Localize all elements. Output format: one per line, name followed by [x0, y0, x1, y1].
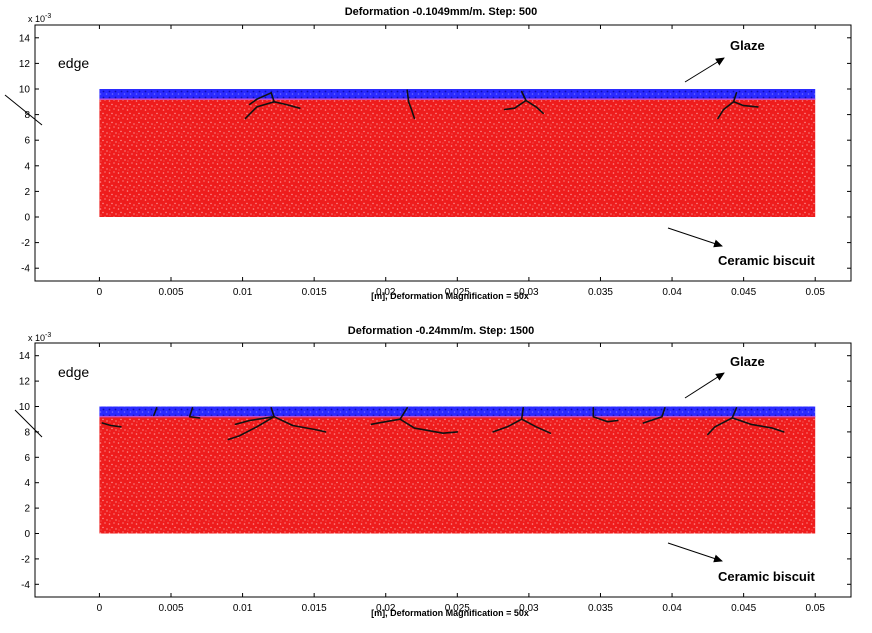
y-tick-label: 8 — [24, 110, 30, 121]
crack — [406, 89, 416, 120]
panel-2-plot-area: 0 0.005 0.01 0.015 0.02 0.025 0.03 0.035 0.04 0.0… — [19, 343, 851, 614]
y-tick-label: 10 — [19, 85, 31, 96]
crack — [273, 101, 301, 109]
crack — [244, 92, 275, 120]
x-tick-label: 0.02 — [376, 287, 396, 298]
panel-2-glaze-arrow — [684, 372, 725, 399]
x-tick-label: 0.01 — [233, 603, 253, 614]
panel-2-biscuit-label: Ceramic biscuit — [718, 569, 815, 584]
y-tick-label: 12 — [19, 59, 31, 70]
crack — [520, 418, 552, 435]
panel-1-edge-label: edge — [58, 55, 89, 71]
crack — [227, 406, 275, 441]
panel-1-biscuit-arrow — [667, 227, 723, 248]
crack — [248, 92, 273, 106]
x-tick-label: 0.04 — [662, 603, 682, 614]
crack — [101, 422, 122, 428]
panel-2-title: Deformation -0.24mm/m. Step: 1500 — [348, 325, 534, 337]
x-tick-label: 0.015 — [302, 287, 327, 298]
crack — [706, 406, 738, 436]
x-tick-label: 0.015 — [302, 603, 327, 614]
panel-2-biscuit-arrow — [667, 542, 723, 563]
x-tick-label: 0.02 — [376, 603, 396, 614]
y-tick-label: 4 — [24, 161, 30, 172]
panel-1-y-exponent: x 10-3 — [28, 13, 51, 24]
crack — [399, 418, 459, 435]
panel-1: Deformation -0.1049mm/m. Step: 500 x 10-… — [4, 6, 852, 301]
crack — [642, 406, 666, 424]
panel-2-y-exponent: x 10-3 — [28, 332, 51, 343]
glaze-layer — [99, 406, 816, 417]
crack — [188, 406, 201, 419]
x-tick-label: 0.01 — [233, 287, 253, 298]
y-tick-label: 6 — [24, 453, 30, 464]
x-tick-label: 0.04 — [662, 287, 682, 298]
panel-1-biscuit-label: Ceramic biscuit — [718, 253, 815, 268]
panel-1-glaze-label: Glaze — [730, 38, 765, 53]
x-tick-label: 0.035 — [588, 287, 613, 298]
x-tick-label: 0.03 — [519, 603, 539, 614]
x-tick-label: 0.05 — [805, 287, 825, 298]
panel-1-x-axis-label: [m], Deformation Magnification = 50x — [371, 291, 529, 301]
x-tick-label: 0.03 — [519, 287, 539, 298]
panel-2-edge-marker — [14, 409, 43, 438]
crack — [370, 406, 409, 426]
panel-1-axes-box — [34, 24, 852, 282]
panel-2-axes-box — [34, 342, 852, 598]
y-tick-label: 14 — [19, 351, 31, 362]
y-tick-label: 14 — [19, 33, 31, 44]
panel-2-x-axis-label: [m], Deformation Magnification = 50x — [371, 608, 529, 618]
y-tick-label: 0 — [24, 529, 30, 540]
y-tick-label: 6 — [24, 136, 30, 147]
y-tick-label: 8 — [24, 427, 30, 438]
biscuit-region — [99, 416, 816, 534]
crack — [503, 90, 527, 111]
panel-2-edge-label: edge — [58, 364, 89, 380]
y-tick-label: -4 — [21, 264, 30, 275]
glaze-layer — [99, 89, 816, 100]
y-tick-label: 0 — [24, 213, 30, 224]
x-tick-label: 0.025 — [445, 603, 470, 614]
x-tick-label: 0.005 — [158, 603, 183, 614]
crack — [492, 406, 525, 433]
panel-2-glaze-label: Glaze — [730, 354, 765, 369]
x-tick-label: 0 — [97, 287, 103, 298]
crack — [732, 101, 759, 108]
crack — [592, 406, 619, 423]
y-tick-label: -2 — [21, 554, 30, 565]
crack — [273, 415, 327, 433]
crack — [731, 417, 785, 433]
x-tick-label: 0 — [97, 603, 103, 614]
y-tick-label: 12 — [19, 377, 31, 388]
crack — [717, 92, 738, 120]
panel-1-title: Deformation -0.1049mm/m. Step: 500 — [345, 6, 538, 18]
y-tick-label: 2 — [24, 187, 30, 198]
x-tick-label: 0.035 — [588, 603, 613, 614]
panel-2: Deformation -0.24mm/m. Step: 1500 x 10-3… — [14, 325, 852, 618]
x-tick-label: 0.045 — [731, 603, 756, 614]
x-tick-label: 0.005 — [158, 287, 183, 298]
x-tick-label: 0.045 — [731, 287, 756, 298]
crack — [153, 406, 158, 417]
x-tick-label: 0.025 — [445, 287, 470, 298]
crack — [525, 99, 545, 115]
y-tick-label: -2 — [21, 238, 30, 249]
biscuit-region — [99, 99, 816, 217]
y-tick-label: -4 — [21, 580, 30, 591]
x-tick-label: 0.05 — [805, 603, 825, 614]
crack — [234, 415, 275, 426]
panel-1-plot-area: 0 0.005 0.01 0.015 0.02 0.025 0.03 0.035 0.04 0.0… — [19, 25, 851, 298]
panel-1-glaze-arrow — [684, 57, 725, 83]
panel-1-edge-marker — [4, 94, 43, 126]
y-tick-label: 4 — [24, 478, 30, 489]
y-tick-label: 2 — [24, 504, 30, 515]
y-tick-label: 10 — [19, 402, 31, 413]
